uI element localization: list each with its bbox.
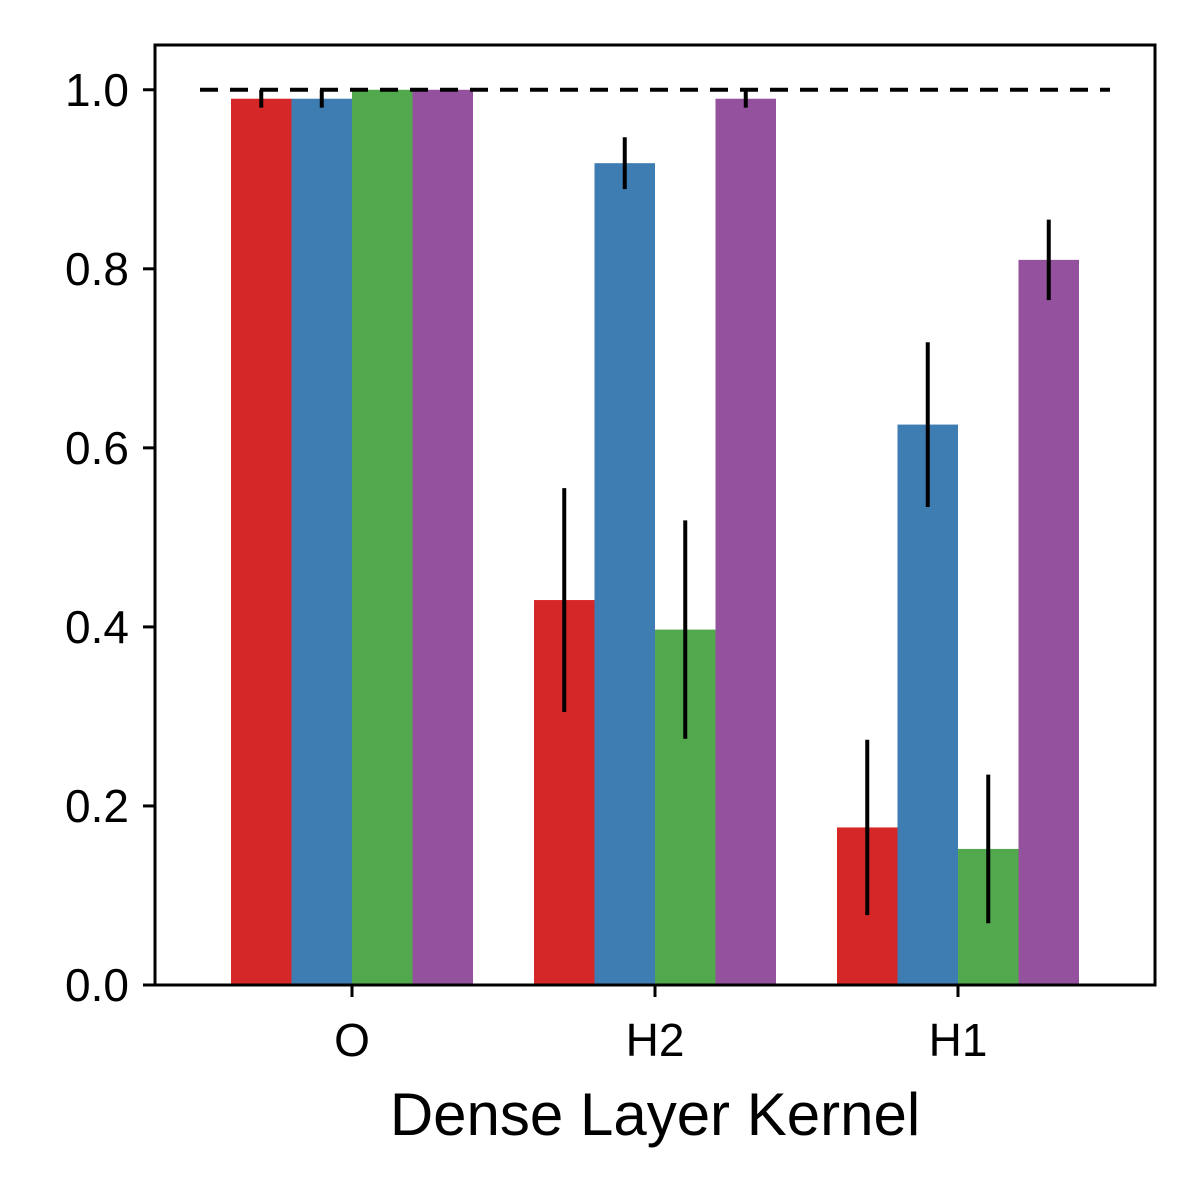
bar-o-series-4 (412, 89, 473, 985)
bar-h2-series-4 (715, 98, 776, 985)
y-tick-label: 0.4 (65, 601, 129, 653)
bar-o-series-1 (231, 98, 292, 985)
x-tick-label: H2 (626, 1014, 685, 1066)
bars-layer (231, 89, 1079, 986)
y-tick-label: 0.6 (65, 422, 129, 474)
x-tick-label: O (334, 1014, 370, 1066)
y-tick-label: 1.0 (65, 64, 129, 116)
y-tick-label: 0.0 (65, 959, 129, 1011)
x-tick-label: H1 (929, 1014, 988, 1066)
y-tick-label: 0.8 (65, 243, 129, 295)
x-axis: O H2 H1 (334, 985, 987, 1066)
bar-h2-series-2 (594, 163, 655, 985)
bar-h1-series-2 (897, 424, 958, 986)
x-axis-title: Dense Layer Kernel (390, 1081, 920, 1148)
y-axis: 0.0 0.2 0.4 0.6 0.8 1.0 (65, 64, 155, 1011)
bar-h1-series-4 (1018, 259, 1079, 985)
bar-o-series-2 (291, 98, 352, 985)
y-tick-label: 0.2 (65, 780, 129, 832)
error-bars-layer (259, 89, 1051, 924)
bar-o-series-3 (352, 89, 413, 985)
